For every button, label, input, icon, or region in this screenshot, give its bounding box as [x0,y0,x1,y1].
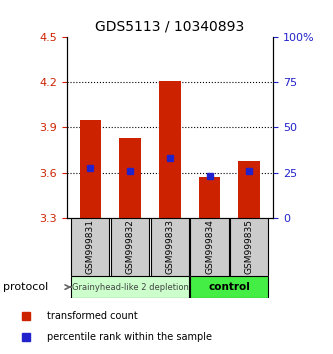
Text: protocol: protocol [3,282,49,292]
Bar [71,218,110,276]
Text: GSM999832: GSM999832 [126,219,135,274]
Bar [111,218,149,276]
Bar [119,138,141,218]
Bar [198,177,220,218]
Text: transformed count: transformed count [47,311,138,321]
Text: GSM999834: GSM999834 [205,219,214,274]
Bar [71,276,189,298]
Bar [190,218,228,276]
Text: GSM999831: GSM999831 [86,219,95,274]
Bar [238,160,260,218]
Text: Grainyhead-like 2 depletion: Grainyhead-like 2 depletion [72,282,188,292]
Bar [151,218,189,276]
Bar [190,276,268,298]
Bar [230,218,268,276]
Text: GSM999833: GSM999833 [165,219,174,274]
Title: GDS5113 / 10340893: GDS5113 / 10340893 [95,19,244,33]
Bar [80,120,101,218]
Text: GSM999835: GSM999835 [245,219,254,274]
Bar [159,81,181,218]
Text: percentile rank within the sample: percentile rank within the sample [47,332,212,342]
Text: control: control [208,282,250,292]
